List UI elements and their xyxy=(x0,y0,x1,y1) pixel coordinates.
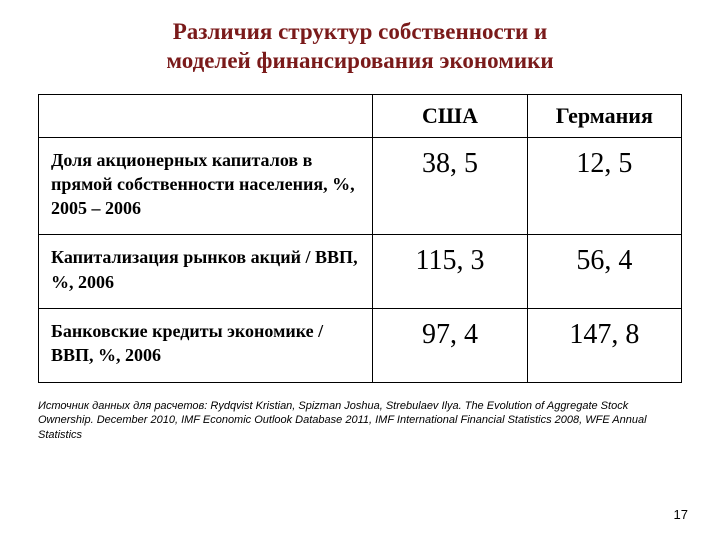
table-row: Банковские кредиты экономике / ВВП, %, 2… xyxy=(39,308,682,382)
page-number: 17 xyxy=(674,507,688,522)
title-line-1: Различия структур собственности и xyxy=(173,19,548,44)
cell-value: 97, 4 xyxy=(373,308,527,382)
slide-title: Различия структур собственности и моделе… xyxy=(38,18,682,76)
table-header-row: США Германия xyxy=(39,94,682,137)
source-citation: Источник данных для расчетов: Rydqvist K… xyxy=(38,399,682,444)
table-row: Доля акционерных капиталов в прямой собс… xyxy=(39,137,682,235)
table-header-usa: США xyxy=(373,94,527,137)
table-row: Капитализация рынков акций / ВВП, %, 200… xyxy=(39,235,682,309)
cell-value: 38, 5 xyxy=(373,137,527,235)
row-label: Капитализация рынков акций / ВВП, %, 200… xyxy=(39,235,373,309)
row-label: Банковские кредиты экономике / ВВП, %, 2… xyxy=(39,308,373,382)
data-table: США Германия Доля акционерных капиталов … xyxy=(38,94,682,383)
cell-value: 115, 3 xyxy=(373,235,527,309)
cell-value: 12, 5 xyxy=(527,137,681,235)
title-line-2: моделей финансирования экономики xyxy=(166,48,553,73)
table-header-germany: Германия xyxy=(527,94,681,137)
table-header-empty xyxy=(39,94,373,137)
cell-value: 56, 4 xyxy=(527,235,681,309)
row-label: Доля акционерных капиталов в прямой собс… xyxy=(39,137,373,235)
slide: Различия структур собственности и моделе… xyxy=(0,0,720,540)
cell-value: 147, 8 xyxy=(527,308,681,382)
